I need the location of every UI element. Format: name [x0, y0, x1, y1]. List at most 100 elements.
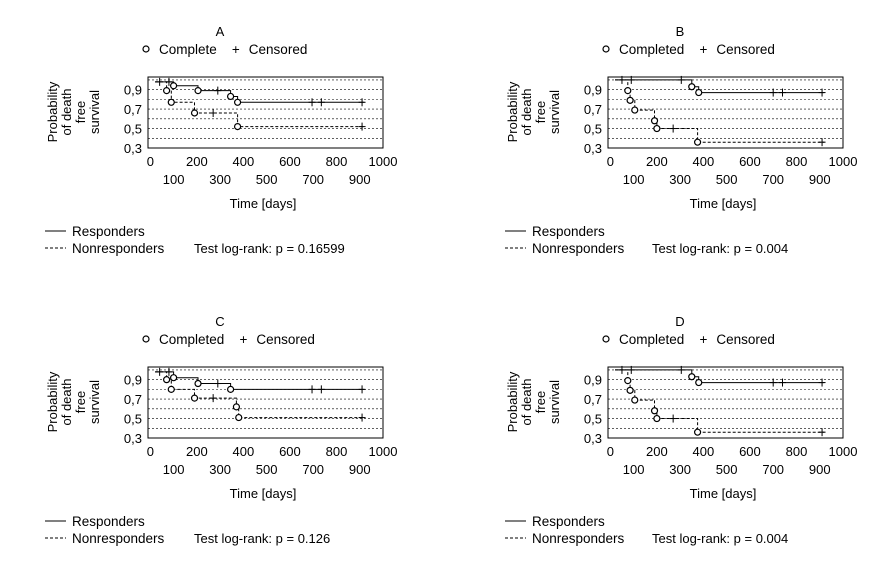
- event-point: [688, 83, 696, 91]
- y-tick-label: 0,7: [584, 392, 602, 407]
- event-point: [631, 106, 639, 114]
- y-tick-label: 0,3: [124, 141, 142, 156]
- series-nonresponders-curve: [155, 81, 365, 128]
- series-nonresponders-curve: [615, 79, 825, 143]
- x-tick-label: 600: [739, 154, 761, 169]
- legend-event-label: Complete: [159, 42, 217, 57]
- legend-censor-label: Censored: [249, 42, 308, 57]
- x-tick-label: 200: [646, 444, 668, 459]
- event-point: [190, 109, 199, 117]
- y-tick-label: 0,7: [124, 392, 142, 407]
- y-axis-label-line: free: [533, 101, 548, 123]
- legend-responders-label: Responders: [72, 224, 145, 239]
- x-tick-label: 100: [163, 462, 185, 477]
- event-point: [235, 413, 243, 422]
- event-point: [650, 407, 659, 415]
- x-tick-label: 200: [646, 154, 668, 169]
- event-point: [226, 92, 235, 101]
- event-point: [653, 124, 661, 133]
- event-point: [194, 379, 202, 388]
- y-tick-label: 0,3: [584, 431, 602, 446]
- x-tick-label: 400: [693, 444, 715, 459]
- y-tick-label: 0,3: [124, 431, 142, 446]
- x-tick-label: 500: [716, 172, 738, 187]
- series-responders-curve: [615, 369, 825, 384]
- y-tick-label: 0,9: [124, 373, 142, 388]
- event-point: [631, 396, 639, 404]
- y-axis-label-line: of death: [519, 89, 534, 136]
- x-tick-label: 400: [233, 154, 255, 169]
- x-tick-label: 600: [279, 154, 301, 169]
- legend-nonresponders-label: Nonresponders: [532, 531, 625, 546]
- event-point: [624, 377, 632, 385]
- event-point: [695, 378, 703, 387]
- x-tick-label: 700: [302, 462, 324, 477]
- plot-frame: [607, 76, 844, 149]
- legend-event-marker: [602, 45, 610, 53]
- series-responders-curve: [615, 79, 825, 94]
- x-tick-label: 600: [739, 444, 761, 459]
- x-tick-label: 1000: [829, 154, 858, 169]
- x-tick-label: 700: [762, 172, 784, 187]
- legend-event-marker: [142, 45, 150, 53]
- x-tick-label: 900: [349, 462, 371, 477]
- panel-title: C: [215, 314, 224, 329]
- event-point: [190, 394, 199, 402]
- y-tick-label: 0,3: [584, 141, 602, 156]
- x-tick-label: 100: [163, 172, 185, 187]
- x-tick-label: 400: [233, 444, 255, 459]
- x-tick-label: 100: [623, 172, 645, 187]
- legend-event-label: Completed: [159, 332, 224, 347]
- x-tick-label: 0: [147, 444, 154, 459]
- x-tick-label: 300: [669, 172, 691, 187]
- series-nonresponders-curve: [155, 371, 365, 419]
- x-tick-label: 700: [762, 462, 784, 477]
- x-tick-label: 800: [786, 154, 808, 169]
- panel-title: B: [676, 24, 685, 39]
- x-tick-label: 800: [326, 154, 348, 169]
- y-axis-label-line: Probability: [45, 371, 60, 432]
- x-tick-label: 500: [256, 462, 278, 477]
- event-point: [169, 374, 178, 382]
- x-axis-label: Time [days]: [690, 196, 757, 211]
- legend-responders-label: Responders: [532, 514, 605, 529]
- x-tick-label: 300: [209, 462, 231, 477]
- y-tick-label: 0,5: [584, 412, 602, 427]
- series-responders-curve: [155, 371, 365, 390]
- event-point: [650, 117, 659, 125]
- x-tick-label: 900: [809, 462, 831, 477]
- log-rank-test: Test log-rank: p = 0.004: [652, 241, 788, 256]
- legend-event-marker: [142, 335, 150, 343]
- x-tick-label: 0: [147, 154, 154, 169]
- event-point: [695, 88, 703, 97]
- y-axis-label-line: survival: [87, 380, 102, 424]
- x-tick-label: 1000: [829, 444, 858, 459]
- event-point: [233, 123, 242, 131]
- x-axis-label: Time [days]: [230, 196, 297, 211]
- legend-event-marker: [602, 335, 610, 343]
- km-panel-c: C Completed + Censored Probability of death fr…: [45, 314, 397, 546]
- legend-censor-marker: +: [239, 332, 247, 347]
- event-point: [233, 98, 242, 106]
- series-nonresponders-curve: [615, 369, 825, 433]
- x-tick-label: 500: [716, 462, 738, 477]
- legend-censor-marker: +: [699, 42, 707, 57]
- event-point: [626, 386, 634, 394]
- y-axis-label-line: of death: [59, 379, 74, 426]
- event-point: [693, 138, 702, 146]
- legend-event-label: Completed: [619, 42, 684, 57]
- x-tick-label: 300: [209, 172, 231, 187]
- km-panel-a: A Complete + Censored Probability of death fre…: [45, 24, 397, 256]
- event-point: [626, 96, 634, 104]
- y-axis-label-line: of death: [59, 89, 74, 136]
- legend-event-label: Completed: [619, 332, 684, 347]
- y-tick-label: 0,9: [584, 373, 602, 388]
- y-tick-label: 0,9: [584, 83, 602, 98]
- event-point: [169, 82, 178, 90]
- event-point: [624, 87, 632, 95]
- legend-nonresponders-label: Nonresponders: [72, 531, 165, 546]
- event-point: [194, 87, 202, 95]
- legend-censor-marker: +: [232, 42, 240, 57]
- legend-nonresponders-label: Nonresponders: [532, 241, 625, 256]
